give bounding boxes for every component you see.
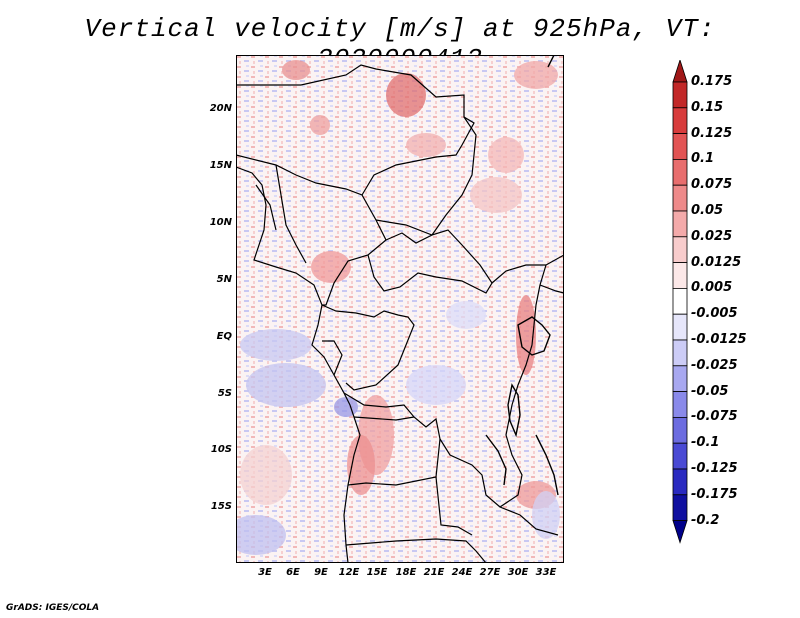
colorbar-segment	[672, 133, 688, 160]
colorbar-segment	[672, 81, 688, 109]
colorbar-label: 0.075	[691, 177, 733, 193]
colorbar-label: 0.1	[691, 151, 715, 167]
lon-tick-label: 3E	[258, 567, 272, 578]
field-blobs	[236, 60, 560, 555]
colorbar-label: -0.05	[691, 383, 729, 399]
colorbar-label: -0.075	[691, 409, 738, 425]
lat-tick-label: EQ	[216, 331, 232, 342]
colorbar-label: -0.175	[691, 486, 738, 502]
lon-tick-label: 9E	[314, 567, 328, 578]
field-blob	[240, 445, 292, 505]
lon-tick-label: 21E	[423, 567, 445, 578]
colorbar-label: -0.025	[691, 357, 738, 373]
colorbar-segment	[672, 184, 688, 212]
colorbar-label: 0.005	[691, 280, 733, 296]
lat-tick-label: 20N	[209, 103, 232, 114]
lat-tick-label: 5N	[216, 274, 232, 285]
colorbar-label: 0.0125	[691, 254, 742, 270]
lon-tick-label: 15E	[366, 567, 388, 578]
lon-tick-label: 12E	[338, 567, 360, 578]
colorbar-segment	[672, 416, 688, 444]
colorbar-segment	[672, 159, 688, 186]
colorbar-label: -0.1	[691, 435, 720, 451]
colorbar-label: 0.175	[691, 74, 733, 89]
colorbar-label: -0.2	[691, 512, 720, 528]
colorbar-label: -0.005	[691, 306, 738, 322]
field-blob	[282, 60, 310, 80]
field-blob	[532, 491, 560, 539]
map-frame	[236, 55, 564, 563]
colorbar-segment	[672, 365, 688, 392]
field-blob	[386, 73, 426, 117]
colorbar-label: -0.125	[691, 461, 738, 476]
colorbar-segment	[672, 468, 688, 496]
credit-text: GrADS: IGES/COLA	[6, 603, 100, 613]
map-panel: 20N 15N 10N 5N EQ 5S 10S 15S 3E 6E 9E 12…	[210, 55, 564, 578]
colorbar-segment	[672, 313, 688, 341]
colorbar-cap-top	[672, 58, 688, 83]
field-blob	[310, 115, 330, 135]
colorbar-label: 0.025	[691, 228, 733, 244]
country-borders	[236, 64, 564, 563]
lon-tick-label: 33E	[535, 567, 557, 578]
field-blob	[236, 515, 286, 555]
lat-tick-label: 15N	[209, 160, 232, 171]
field-blob	[446, 301, 486, 329]
field-blob	[347, 435, 375, 495]
colorbar-segment	[672, 339, 688, 367]
lon-tick-label: 18E	[395, 567, 417, 578]
colorbar-segment	[672, 107, 688, 134]
colorbar-segment	[672, 262, 688, 289]
colorbar-label: 0.15	[691, 99, 724, 115]
lat-tick-label: 15S	[210, 501, 232, 512]
colorbar-segment	[672, 391, 688, 418]
colorbar-segment	[672, 236, 688, 264]
colorbar-segment	[672, 287, 688, 315]
colorbar-segment	[672, 210, 688, 238]
lon-tick-label: 27E	[479, 567, 501, 578]
colorbar-label: 0.125	[691, 125, 733, 141]
lon-tick-label: 6E	[286, 567, 300, 578]
lat-tick-label: 10S	[210, 444, 232, 455]
field-blob	[334, 397, 358, 417]
field-blob	[246, 363, 326, 407]
lakes	[485, 55, 559, 496]
field-blob	[406, 365, 466, 405]
field-blob	[470, 177, 522, 213]
field-blob	[311, 251, 351, 283]
field-blob	[240, 329, 312, 361]
lat-tick-label: 5S	[217, 388, 232, 399]
colorbar-cap-bottom	[672, 520, 688, 544]
colorbar-segment	[672, 442, 688, 470]
field-blob	[488, 137, 524, 173]
colorbar-svg	[672, 58, 688, 544]
colorbar-label: 0.05	[691, 203, 724, 218]
map-svg	[236, 55, 564, 563]
lon-tick-label: 24E	[451, 567, 473, 578]
lat-tick-label: 10N	[209, 217, 232, 228]
field-blob	[406, 133, 446, 157]
colorbar-segment	[672, 494, 688, 521]
field-blob	[514, 61, 558, 89]
colorbar	[672, 58, 702, 564]
lon-tick-label: 30E	[507, 567, 529, 578]
colorbar-label: -0.0125	[691, 332, 747, 347]
